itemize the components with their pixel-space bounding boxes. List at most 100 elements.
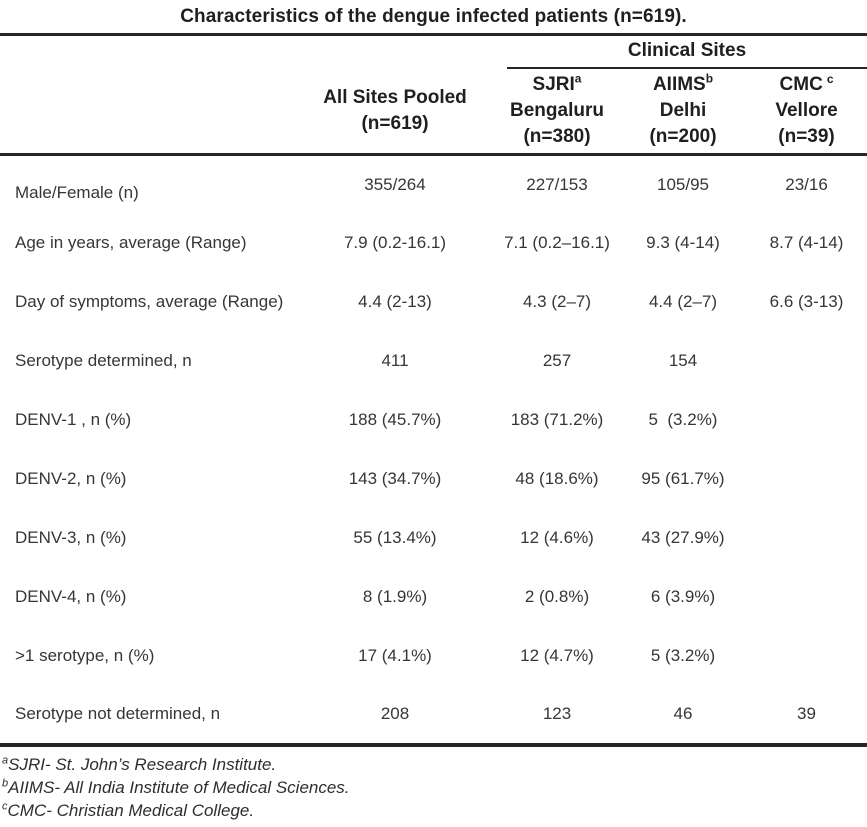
value-cell: 23/16 (785, 174, 828, 194)
clinical-sites-label: Clinical Sites (507, 36, 867, 69)
value-cell: 4.4 (2–7) (648, 292, 718, 311)
table-row: DENV-3, n (%) 55 (13.4%) 12 (4.6%) 43 (2… (0, 509, 867, 568)
value-cell: 43 (27.9%) (641, 528, 725, 547)
table-row: DENV-4, n (%) 8 (1.9%) 2 (0.8%) 6 (3.9%) (0, 568, 867, 627)
row-label-cell: Male/Female (n) (15, 182, 139, 202)
value-cell: 143 (34.7%) (348, 469, 442, 488)
row-label-cell: DENV-2, n (%) (15, 469, 127, 488)
value-cell: 12 (4.7%) (520, 646, 594, 665)
footnote-text: SJRI- St. John’s Research Institute. (8, 754, 277, 774)
footnote-text: AIIMS- All India Institute of Medical Sc… (8, 777, 350, 797)
value-cell: 411 (381, 351, 409, 370)
column-header-aiims: AIIMSb Delhi (n=200) (620, 69, 746, 156)
value-cell (746, 391, 867, 450)
value-cell: 7.9 (0.2-16.1) (343, 233, 447, 252)
table-row: Male/Female (n) 355/264 227/153 105/95 2… (0, 155, 867, 214)
column-header-sjri: SJRIa Bengaluru (n=380) (494, 69, 620, 156)
cmc-n: (n=39) (778, 126, 835, 147)
aiims-abbr: AIIMS (652, 74, 706, 95)
value-cell: 105/95 (657, 174, 709, 194)
column-header-cmc: CMC c Vellore (n=39) (746, 69, 867, 156)
value-cell: 5 (3.2%) (650, 646, 716, 665)
table-row: >1 serotype, n (%) 17 (4.1%) 12 (4.7%) 5… (0, 627, 867, 686)
footnote-marker-b: b (2, 776, 9, 789)
table-row: DENV-2, n (%) 143 (34.7%) 48 (18.6%) 95 … (0, 450, 867, 509)
row-label-cell: Day of symptoms, average (Range) (15, 292, 284, 311)
row-label-column-header (0, 69, 296, 156)
value-cell: 257 (542, 351, 572, 370)
value-cell (746, 332, 867, 391)
value-cell: 6.6 (3-13) (769, 292, 844, 311)
footnote-aiims: bAIIMS- All India Institute of Medical S… (2, 776, 867, 799)
table-title: Characteristics of the dengue infected p… (180, 6, 687, 27)
table-row: Age in years, average (Range) 7.9 (0.2-1… (0, 214, 867, 273)
value-cell: 4.4 (2-13) (358, 292, 432, 311)
sjri-footnote-marker: a (574, 71, 582, 86)
table-row: Serotype determined, n 411 257 154 (0, 332, 867, 391)
footnote-marker-a: a (2, 753, 9, 766)
value-cell: 95 (61.7%) (641, 469, 725, 488)
clinical-sites-group-header: Clinical Sites (494, 35, 867, 69)
value-cell: 123 (542, 704, 572, 723)
value-cell: 2 (0.8%) (524, 587, 590, 606)
cmc-abbr-line: CMC c (746, 72, 867, 98)
row-label-cell: DENV-4, n (%) (15, 587, 127, 606)
header-spacer (0, 35, 494, 70)
cmc-abbr: CMC (779, 74, 823, 95)
pooled-header-line1: All Sites Pooled (323, 87, 467, 108)
sjri-n: (n=380) (523, 126, 591, 147)
value-cell: 183 (71.2%) (510, 410, 604, 429)
value-cell: 227/153 (526, 174, 588, 194)
value-cell: 154 (668, 351, 698, 370)
value-cell: 5 (3.2%) (648, 410, 718, 429)
footnote-cmc: cCMC- Christian Medical College. (2, 799, 867, 822)
value-cell (746, 509, 867, 568)
sjri-city: Bengaluru (510, 100, 604, 121)
value-cell: 6 (3.9%) (650, 587, 716, 606)
value-cell: 9.3 (4-14) (646, 233, 720, 252)
value-cell: 188 (45.7%) (348, 410, 442, 429)
row-label-cell: DENV-1 , n (%) (15, 410, 132, 429)
aiims-footnote-marker: b (705, 71, 714, 86)
footnotes: aSJRI- St. John’s Research Institute. bA… (0, 753, 867, 822)
footnote-marker-c: c (2, 799, 8, 812)
row-label-cell: Age in years, average (Range) (15, 233, 247, 252)
value-cell: 355/264 (364, 174, 426, 194)
column-headers-row: All Sites Pooled (n=619) SJRIa Bengaluru… (0, 69, 867, 156)
aiims-city: Delhi (659, 100, 707, 121)
value-cell: 39 (797, 704, 816, 723)
value-cell: 8.7 (4-14) (769, 233, 844, 252)
clinical-sites-row: Clinical Sites (0, 35, 867, 70)
table-row: Day of symptoms, average (Range) 4.4 (2-… (0, 273, 867, 332)
aiims-n: (n=200) (649, 126, 717, 147)
value-cell: 7.1 (0.2–16.1) (504, 233, 610, 252)
column-header-all-sites-pooled: All Sites Pooled (n=619) (296, 69, 494, 156)
value-cell: 55 (13.4%) (353, 528, 437, 547)
sjri-abbr: SJRI (532, 74, 575, 95)
pooled-header-n: (n=619) (361, 113, 429, 134)
table-header: Clinical Sites All Sites Pooled (n=619) … (0, 35, 867, 156)
value-cell: 12 (4.6%) (520, 528, 594, 547)
value-cell: 48 (18.6%) (515, 469, 599, 488)
value-cell: 208 (380, 704, 410, 723)
cmc-city: Vellore (775, 100, 838, 121)
table-row: Serotype not determined, n 208 123 46 39 (0, 686, 867, 745)
value-cell: 46 (673, 704, 693, 723)
value-cell: 17 (4.1%) (358, 646, 432, 665)
row-label-cell: DENV-3, n (%) (15, 528, 127, 547)
sjri-abbr-line: SJRIa (494, 72, 620, 98)
aiims-abbr-line: AIIMSb (620, 72, 746, 98)
row-label-cell: >1 serotype, n (%) (15, 646, 155, 665)
cmc-footnote-marker: c (826, 71, 834, 86)
value-cell: 8 (1.9%) (362, 587, 428, 606)
table-row: DENV-1 , n (%) 188 (45.7%) 183 (71.2%) 5… (0, 391, 867, 450)
characteristics-table: Clinical Sites All Sites Pooled (n=619) … (0, 33, 867, 747)
value-cell (746, 568, 867, 627)
row-label-cell: Serotype not determined, n (15, 704, 221, 723)
value-cell (746, 627, 867, 686)
table-body: Male/Female (n) 355/264 227/153 105/95 2… (0, 155, 867, 745)
value-cell: 4.3 (2–7) (522, 292, 592, 311)
value-cell (746, 450, 867, 509)
footnote-text: CMC- Christian Medical College. (7, 800, 255, 820)
